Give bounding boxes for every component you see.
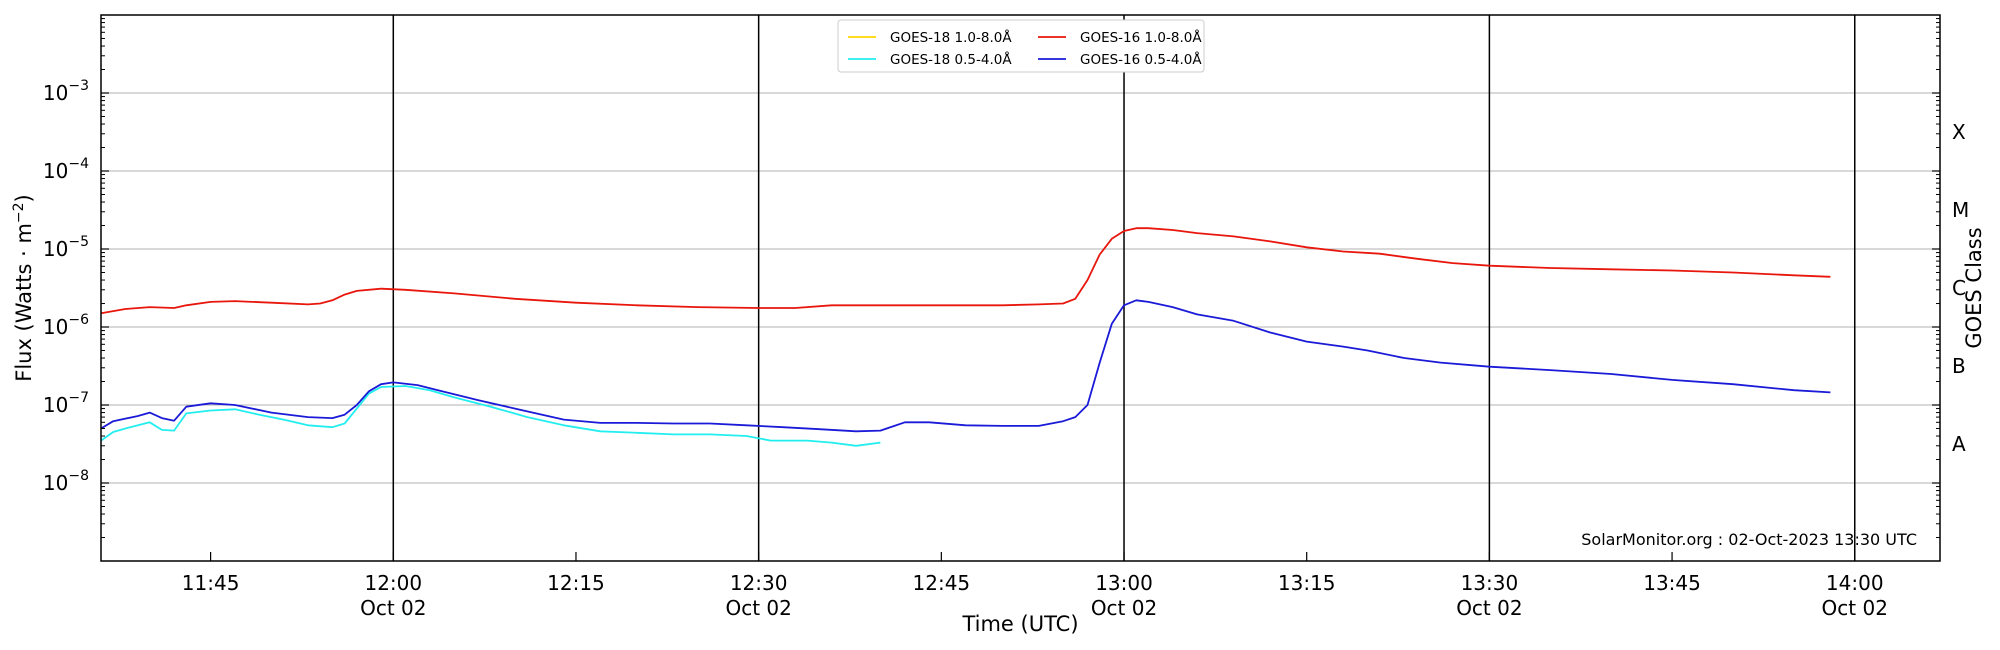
y-tick-exponent: −7 [68,390,89,406]
goes-class-axis-label: GOES Class [1962,227,1986,348]
y-tick-label: 10−4 [43,156,89,183]
goes-class-label: C [1952,276,1966,300]
x-tick-date-label: Oct 02 [1456,596,1522,620]
y-axis-label-main: Flux (Watts · m [12,223,36,382]
y-tick-label: 10−5 [43,234,89,261]
x-tick-label: 13:15 [1278,571,1336,595]
y-tick-base: 10 [43,81,68,105]
goes-class-label: B [1952,354,1966,378]
x-tick-date-label: Oct 02 [1822,596,1888,620]
x-tick-label: 14:00 [1826,571,1884,595]
x-tick-date-label: Oct 02 [360,596,426,620]
y-tick-exponent: −5 [68,234,89,250]
x-tick-label: 12:15 [547,571,605,595]
legend-label: GOES-16 0.5-4.0Å [1080,51,1202,68]
x-tick-label: 13:45 [1643,571,1701,595]
y-tick-base: 10 [43,237,68,261]
x-axis-label: Time (UTC) [961,612,1078,636]
x-tick-label: 12:00 [364,571,422,595]
x-tick-date-label: Oct 02 [725,596,791,620]
y-tick-base: 10 [43,393,68,417]
x-tick-label: 12:45 [913,571,971,595]
credit-text: SolarMonitor.org : 02-Oct-2023 13:30 UTC [1581,530,1917,549]
goes-class-label: M [1952,198,1969,222]
y-tick-label: 10−7 [43,390,89,417]
y-tick-label: 10−6 [43,312,89,339]
series-line-1 [100,227,1831,315]
y-tick-exponent: −8 [68,468,89,484]
x-tick-label: 11:45 [182,571,240,595]
goes-class-labels: A B C M X [1952,120,1969,456]
legend-box [837,19,1205,73]
y-axis-label-close: ) [12,194,36,202]
series-line-2 [100,385,881,447]
goes-class-label: A [1952,432,1966,456]
y-axis-label: Flux (Watts · m−2) [11,194,36,382]
y-tick-exponent: −4 [68,156,89,172]
goes-class-label: X [1952,120,1966,144]
day-separator-lines [392,15,1856,561]
series-lines [100,227,1831,447]
y-tick-exponent: −3 [68,78,89,94]
x-tick-label: 13:30 [1461,571,1519,595]
x-tick-date-label: Oct 02 [1091,596,1157,620]
plot-frame [100,14,1941,562]
y-tick-exponent: −6 [68,312,89,328]
y-tick-base: 10 [43,159,68,183]
y-axis-ticks: 10−810−710−610−510−410−3 [43,18,1940,539]
legend: GOES-18 1.0-8.0Å GOES-18 0.5-4.0Å GOES-16 … [837,19,1205,73]
y-tick-label: 10−8 [43,468,89,495]
x-tick-label: 13:00 [1095,571,1153,595]
y-tick-label: 10−3 [43,78,89,105]
legend-label: GOES-18 1.0-8.0Å [890,29,1012,46]
legend-label: GOES-16 1.0-8.0Å [1080,29,1202,46]
y-axis-label-exponent: −2 [11,202,27,223]
grid-lines [101,92,1940,484]
x-tick-label: 12:30 [730,571,788,595]
legend-label: GOES-18 0.5-4.0Å [890,51,1012,68]
series-line-3 [100,299,1831,433]
y-tick-base: 10 [43,315,68,339]
y-tick-base: 10 [43,471,68,495]
